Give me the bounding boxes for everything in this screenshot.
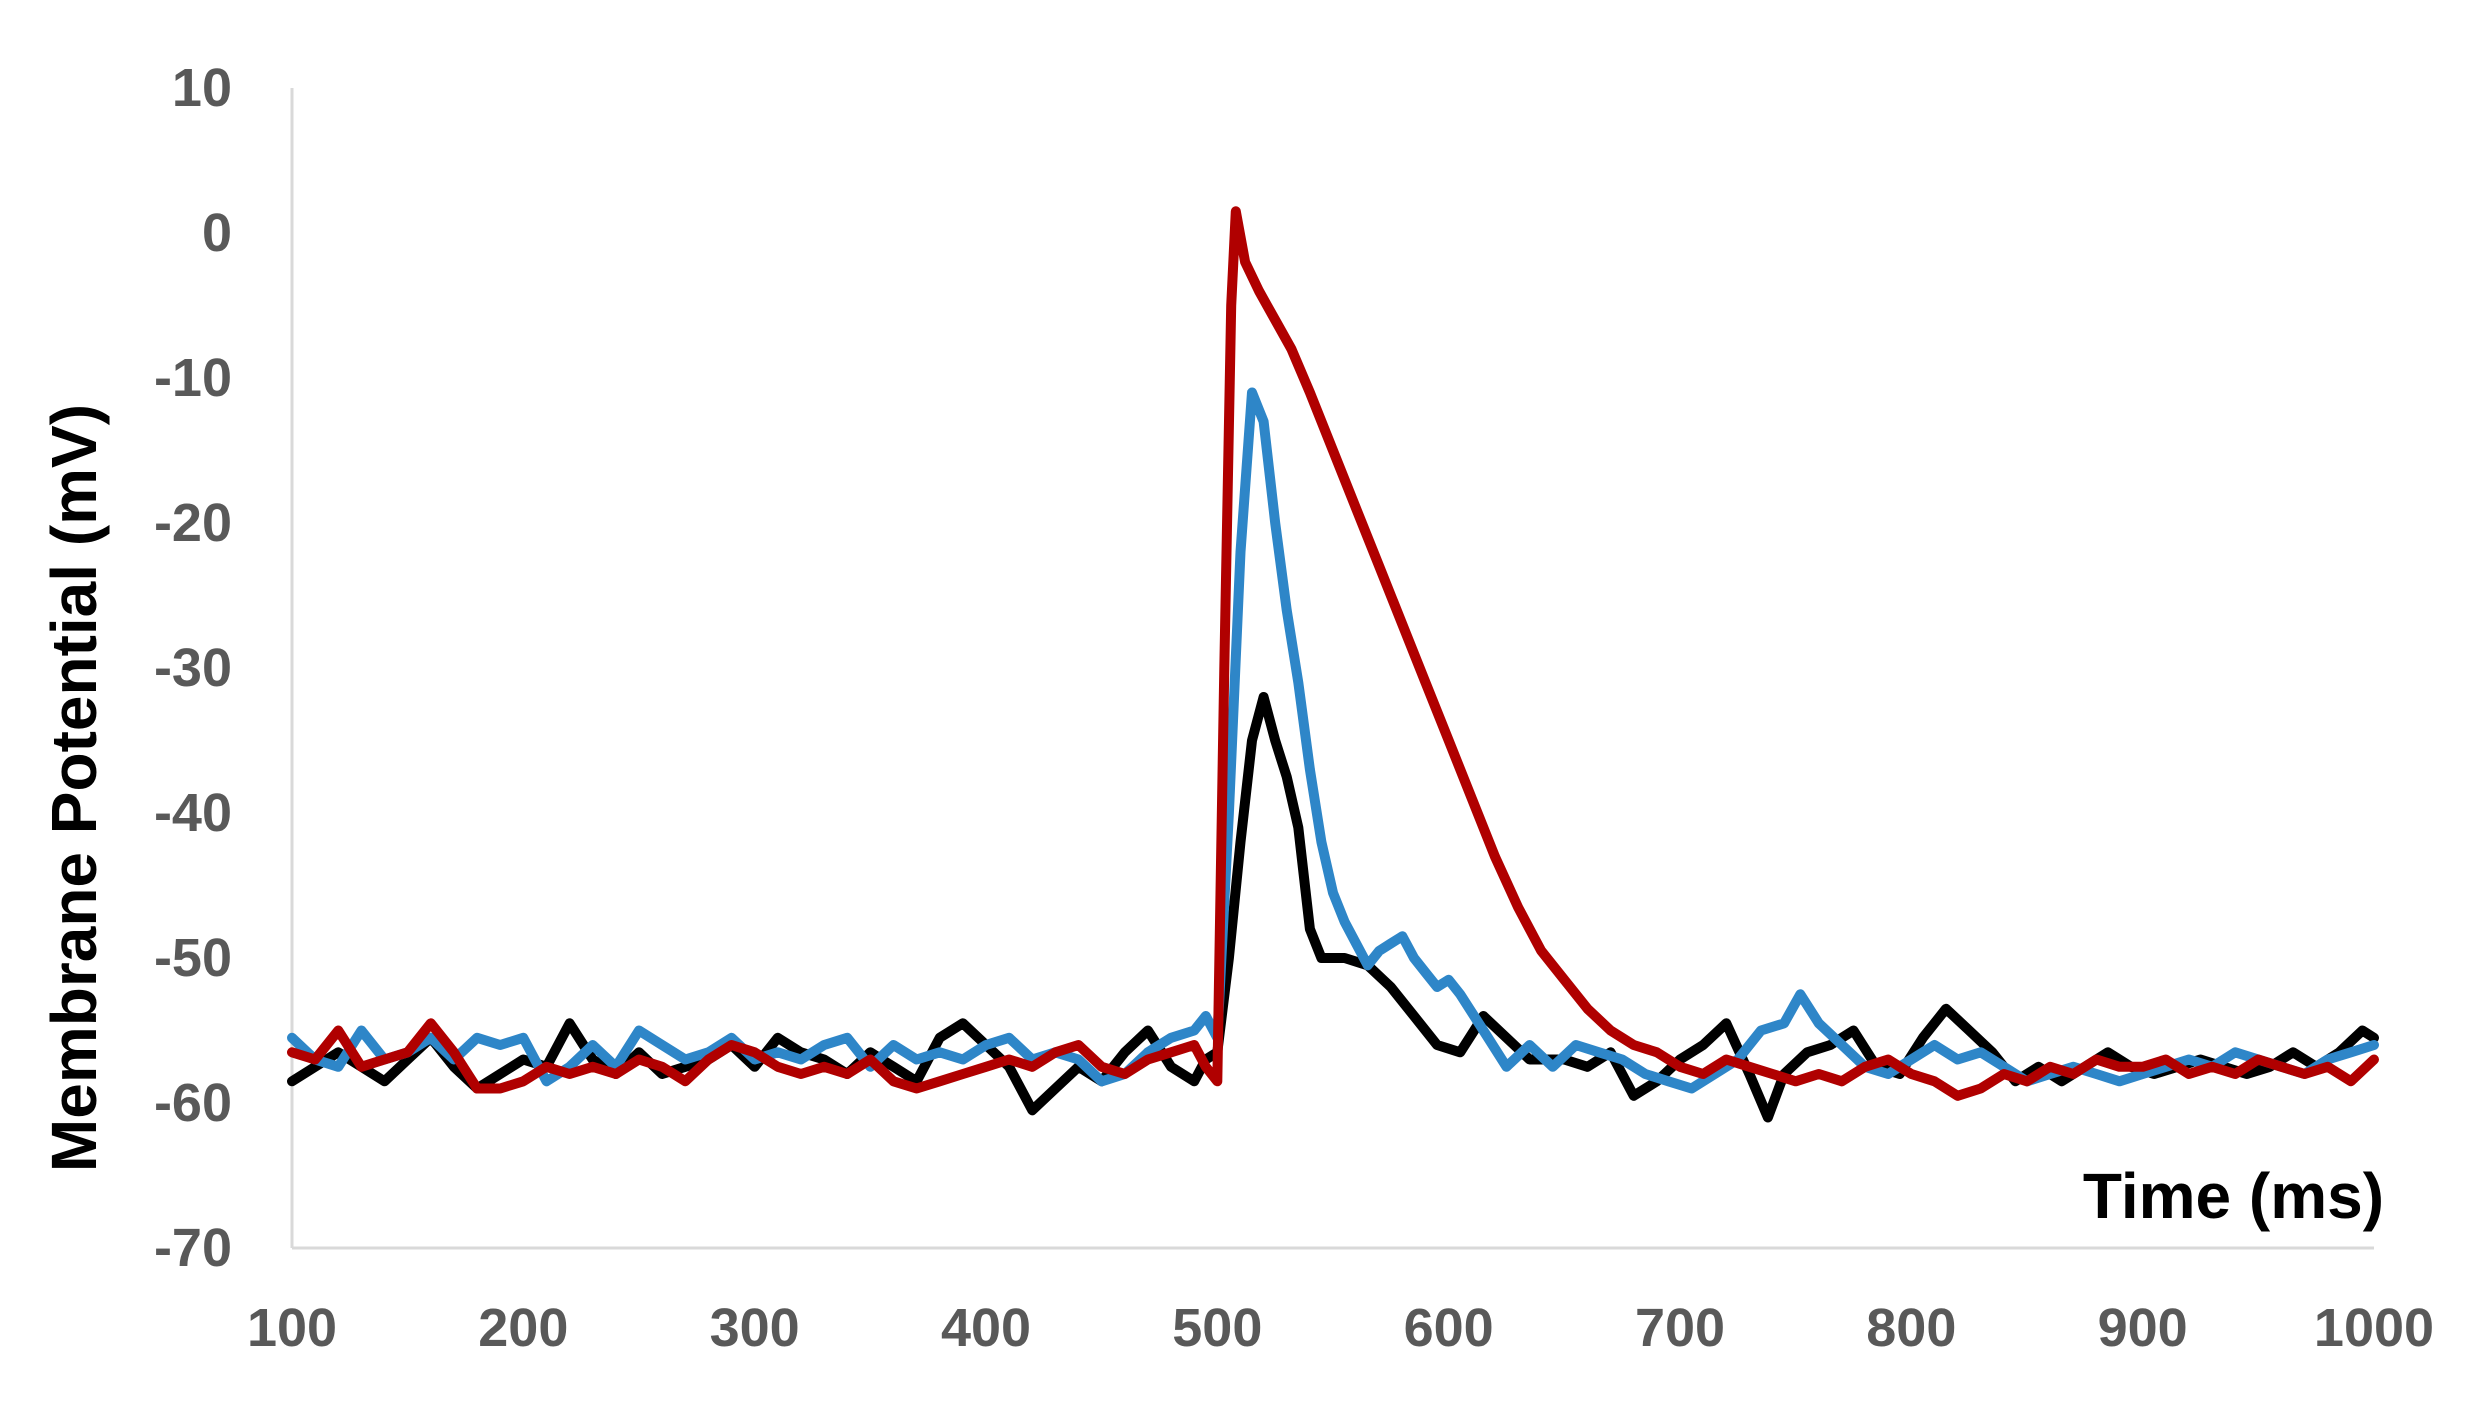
x-tick-label: 300: [710, 1298, 800, 1358]
y-tick-label: -70: [154, 1218, 232, 1278]
x-tick-label: 600: [1404, 1298, 1494, 1358]
series-line-3: [287, 206, 2379, 1101]
y-tick-label: -20: [154, 493, 232, 553]
series-line-2: [287, 387, 2379, 1094]
x-tick-labels: 100 200 300 400 500 600 700 800 900 1000: [247, 1298, 2434, 1358]
x-tick-label: 400: [941, 1298, 1031, 1358]
x-tick-label: 100: [247, 1298, 337, 1358]
series-group: [287, 206, 2379, 1123]
y-tick-label: -10: [154, 348, 232, 408]
y-tick-label: -30: [154, 638, 232, 698]
x-axis-title: Time (ms): [2083, 1160, 2384, 1232]
x-tick-label: 700: [1635, 1298, 1725, 1358]
y-tick-labels: 10 0 -10 -20 -30 -40 -50 -60 -70: [154, 58, 232, 1278]
y-tick-label: -60: [154, 1073, 232, 1133]
x-tick-label: 500: [1172, 1298, 1262, 1358]
x-tick-label: 900: [2098, 1298, 2188, 1358]
y-tick-label: 10: [172, 58, 232, 118]
y-tick-label: -50: [154, 928, 232, 988]
x-tick-label: 1000: [2314, 1298, 2434, 1358]
y-axis-title: Membrane Potential (mV): [38, 404, 110, 1172]
x-tick-label: 200: [478, 1298, 568, 1358]
y-tick-label: -40: [154, 783, 232, 843]
x-tick-label: 800: [1866, 1298, 1956, 1358]
y-tick-label: 0: [202, 203, 232, 263]
